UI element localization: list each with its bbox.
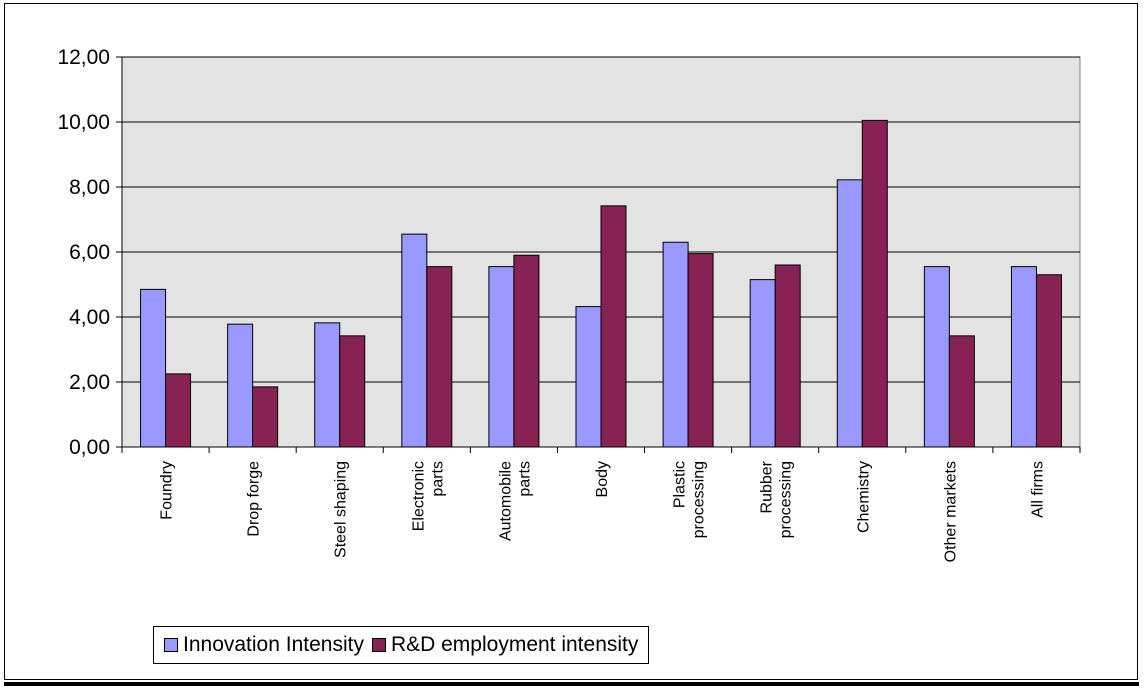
bar-innovation-intensity (141, 289, 166, 447)
bar-innovation-intensity (837, 180, 862, 447)
x-category-label-line: Drop forge (246, 461, 263, 537)
x-category-label: Steel shaping (333, 461, 350, 558)
x-category-label: Plastic processing (672, 461, 708, 538)
x-category-label: Body (594, 461, 611, 497)
bar-rd-employment-intensity (601, 206, 626, 447)
legend: Innovation Intensity R&D employment inte… (153, 626, 649, 664)
x-category-label: All firms (1029, 461, 1046, 518)
x-category-label-line: Chemistry (855, 461, 872, 533)
x-category-label-line: Body (594, 461, 611, 497)
bar-rd-employment-intensity (949, 336, 974, 447)
y-tick-label: 10,00 (57, 111, 110, 134)
legend-swatch-rd-employment-intensity (372, 638, 386, 652)
x-category-label-line: Foundry (159, 461, 176, 520)
x-category-label-line: Other markets (942, 461, 959, 562)
bar-rd-employment-intensity (775, 265, 800, 447)
legend-swatch-innovation-intensity (164, 638, 178, 652)
bar-innovation-intensity (663, 242, 688, 447)
x-category-label: Other markets (942, 461, 959, 562)
bar-rd-employment-intensity (427, 267, 452, 447)
bar-rd-employment-intensity (166, 374, 191, 447)
x-category-label: Electronic parts (410, 461, 446, 531)
bar-rd-employment-intensity (688, 254, 713, 447)
x-category-label-line: parts (429, 461, 446, 497)
bar-innovation-intensity (402, 234, 427, 447)
y-tick-label: 4,00 (69, 306, 110, 329)
x-category-label: Drop forge (246, 461, 263, 537)
y-tick-label: 12,00 (57, 46, 110, 69)
legend-item-innovation-intensity: Innovation Intensity (164, 633, 364, 657)
bar-rd-employment-intensity (862, 120, 887, 447)
bar-innovation-intensity (576, 307, 601, 447)
y-axis-ticks: 0,00 2,00 4,00 6,00 8,00 10,00 12,00 (57, 46, 122, 459)
bar-rd-employment-intensity (340, 336, 365, 447)
y-tick-label: 2,00 (69, 371, 110, 394)
x-category-label-line: parts (516, 461, 533, 497)
y-tick-label: 0,00 (69, 436, 110, 459)
x-category-label-line: Plastic (672, 461, 689, 508)
bar-innovation-intensity (315, 323, 340, 447)
bar-rd-employment-intensity (253, 387, 278, 447)
x-category-label: Foundry (159, 461, 176, 520)
bar-innovation-intensity (1011, 267, 1036, 447)
bar-rd-employment-intensity (1036, 275, 1061, 447)
x-category-label-line: Steel shaping (333, 461, 350, 558)
x-category-label-line: Automobile (497, 461, 514, 541)
x-axis-categories: Foundry Drop forge Steel shaping Electronic… (159, 460, 1047, 562)
x-category-label-line: All firms (1029, 461, 1046, 518)
x-category-label-line: Electronic (410, 461, 427, 531)
legend-item-rd-employment-intensity: R&D employment intensity (372, 633, 638, 657)
bar-innovation-intensity (750, 280, 775, 447)
x-category-label: Rubber processing (759, 460, 795, 538)
y-tick-label: 8,00 (69, 176, 110, 199)
bar-innovation-intensity (228, 324, 253, 447)
bottom-rule (4, 682, 1139, 686)
bar-rd-employment-intensity (514, 255, 539, 447)
x-category-label-line: processing (691, 461, 708, 538)
x-category-label: Automobile parts (497, 461, 533, 541)
x-category-label: Chemistry (855, 461, 872, 533)
bar-innovation-intensity (489, 267, 514, 447)
x-category-label-line: Rubber (759, 460, 776, 513)
x-category-label-line: processing (778, 461, 795, 538)
legend-label-rd-employment-intensity: R&D employment intensity (391, 633, 638, 657)
bar-innovation-intensity (924, 267, 949, 447)
legend-label-innovation-intensity: Innovation Intensity (183, 633, 364, 657)
y-tick-label: 6,00 (69, 241, 110, 264)
